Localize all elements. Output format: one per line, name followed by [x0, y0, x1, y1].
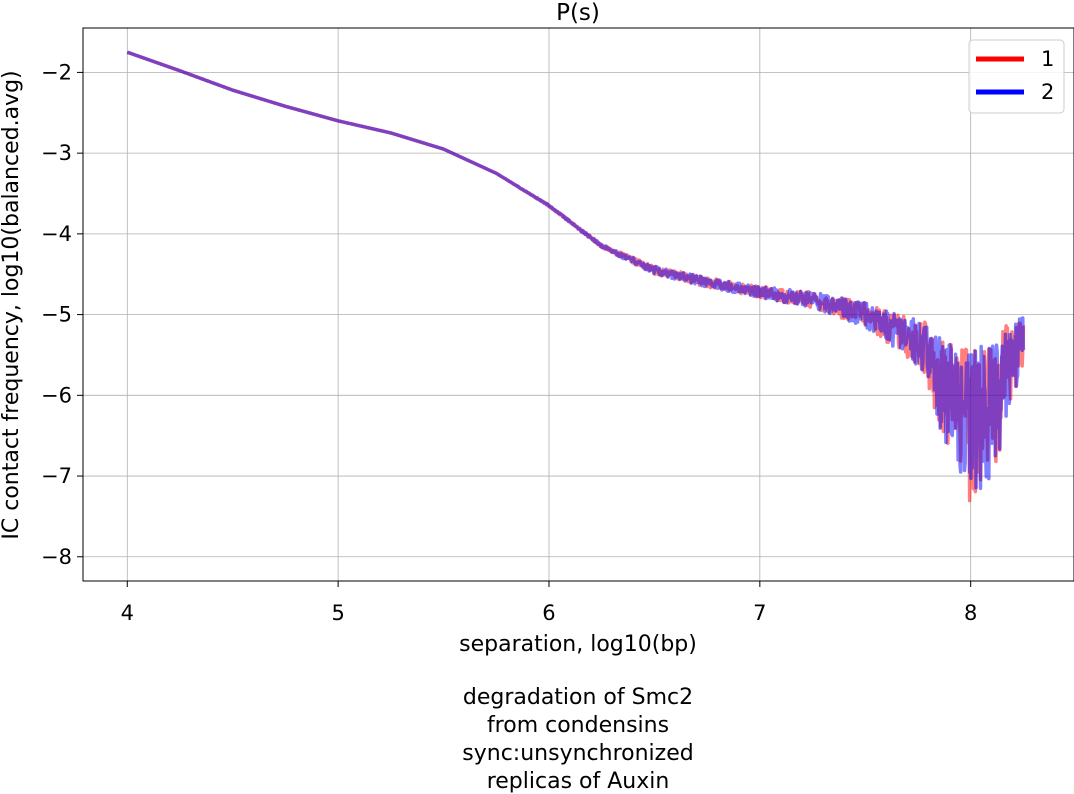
- caption: degradation of Smc2 from condensins sync…: [462, 685, 693, 794]
- x-tick-label: 7: [753, 601, 766, 625]
- legend: 1 2: [968, 39, 1065, 114]
- caption-line-4: replicas of Auxin: [487, 769, 670, 794]
- y-tick-label: −4: [41, 222, 72, 246]
- y-tick-label: −8: [41, 545, 72, 569]
- series-layer: [126, 50, 1026, 503]
- grid: [83, 28, 1074, 581]
- legend-label-2: 2: [1041, 80, 1054, 104]
- x-tick-label: 4: [121, 601, 134, 625]
- y-tick-label: −2: [41, 60, 72, 84]
- caption-line-2: from condensins: [487, 713, 669, 738]
- y-axis-label: IC contact frequency, log10(balanced.avg…: [0, 70, 24, 539]
- x-tick-label: 5: [331, 601, 344, 625]
- y-tick-label: −3: [41, 141, 72, 165]
- y-tick-label: −7: [41, 464, 72, 488]
- x-tick-label: 6: [542, 601, 555, 625]
- x-axis-label: separation, log10(bp): [459, 632, 697, 657]
- y-tick-label: −6: [41, 383, 72, 407]
- plot-frame: [82, 27, 1074, 582]
- y-tick-label: −5: [41, 303, 72, 327]
- x-tick-label: 8: [964, 601, 977, 625]
- ticks: 4 5 6 7 8 −2 −3 −4 −5 −6 −7 −8: [41, 60, 977, 625]
- chart-title: P(s): [556, 0, 600, 26]
- legend-label-1: 1: [1041, 47, 1054, 71]
- caption-line-3: sync:unsynchronized: [462, 741, 693, 766]
- caption-line-1: degradation of Smc2: [463, 685, 693, 710]
- series-line-2: [126, 50, 1026, 491]
